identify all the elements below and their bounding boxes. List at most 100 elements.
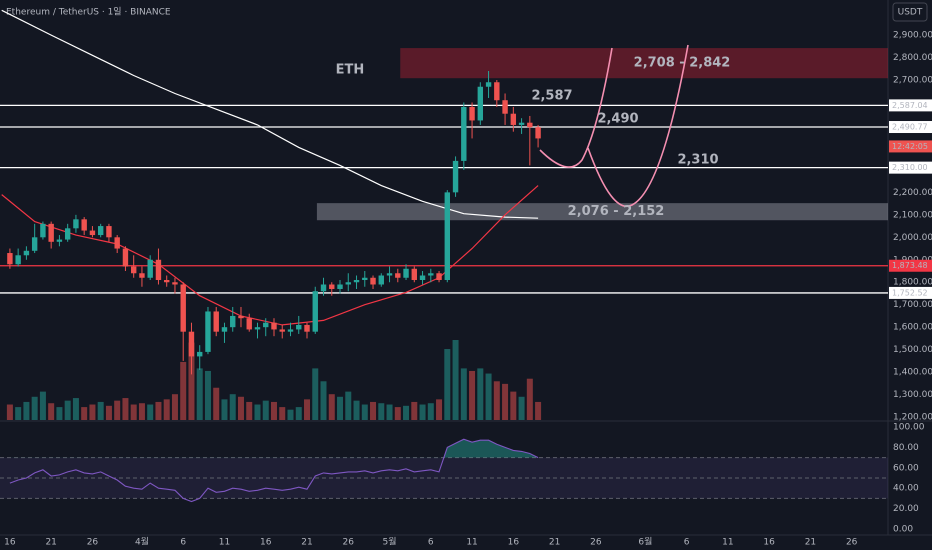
y-tick-label: 0.00 xyxy=(893,525,913,535)
volume-bar xyxy=(510,391,517,420)
volume-bar xyxy=(270,401,277,420)
currency-label[interactable]: USDT xyxy=(898,8,923,18)
candle-body xyxy=(320,284,327,292)
candle-body xyxy=(48,223,54,242)
x-tick-label: 26 xyxy=(590,538,602,548)
rsi-overbought-fill xyxy=(443,439,539,458)
volume-bar xyxy=(427,403,434,420)
y-tick-label: 1,600.00 xyxy=(893,323,932,333)
volume-bar xyxy=(287,409,294,420)
x-tick-label: 6 xyxy=(684,538,690,548)
volume-bar xyxy=(394,407,401,420)
volume-bar xyxy=(213,387,220,420)
x-tick-label: 5월 xyxy=(383,536,397,548)
volume-bar xyxy=(403,405,410,420)
candle-body xyxy=(188,331,195,357)
level-price-label: 2,310.00 xyxy=(892,163,928,172)
y-tick-label: 1,500.00 xyxy=(893,345,932,355)
volume-bar xyxy=(328,394,335,420)
candle-body xyxy=(122,248,129,267)
candle-body xyxy=(502,100,508,114)
y-tick-label: 2,100.00 xyxy=(893,210,932,220)
candle-body xyxy=(81,219,87,231)
volume-bar xyxy=(229,394,236,420)
candle-body xyxy=(329,284,335,289)
candle-body xyxy=(485,82,492,87)
volume-bar xyxy=(518,396,525,420)
volume-bar xyxy=(469,370,476,420)
candle-body xyxy=(444,192,451,280)
candle-body xyxy=(89,230,96,236)
volume-bar xyxy=(72,398,79,420)
volume-bar xyxy=(477,368,484,420)
volume-bar xyxy=(155,401,162,420)
y-tick-label: 2,200.00 xyxy=(893,188,932,198)
chart-title: Ethereum / TetherUS · 1일 · BINANCE xyxy=(6,7,171,18)
rsi-line xyxy=(9,438,539,503)
volume-bar xyxy=(460,368,467,420)
candle-body xyxy=(436,273,442,280)
candle-body xyxy=(246,318,252,330)
volume-bar xyxy=(114,400,121,420)
price-pane: 2,900.002,800.002,700.002,400.002,200.00… xyxy=(0,9,932,423)
moving-average xyxy=(1,9,539,219)
currency-button[interactable] xyxy=(892,2,928,22)
y-tick-label: 2,800.00 xyxy=(893,53,932,63)
volume-bar xyxy=(39,391,46,420)
candle-body xyxy=(64,228,71,240)
candle-body xyxy=(40,223,46,238)
volume-bar xyxy=(312,368,319,420)
y-tick-label: 40.00 xyxy=(893,484,919,494)
candle-body xyxy=(221,327,228,332)
volume-bar xyxy=(237,396,244,420)
volume-bar xyxy=(304,399,311,420)
volume-bar xyxy=(295,407,302,420)
candle-body xyxy=(56,239,63,242)
candle-body xyxy=(180,284,186,332)
x-tick-label: 21 xyxy=(805,538,816,548)
volume-bar xyxy=(23,401,30,420)
volume-bar xyxy=(436,399,443,420)
x-tick-label: 21 xyxy=(549,538,560,548)
volume-bar xyxy=(31,396,38,420)
candle-body xyxy=(395,273,401,278)
candle-body xyxy=(411,268,417,280)
candle-body xyxy=(172,282,178,285)
x-tick-label: 16 xyxy=(763,538,775,548)
volume-bar xyxy=(345,391,352,420)
candle-body xyxy=(510,113,517,125)
candle-body xyxy=(312,291,318,332)
volume-bar xyxy=(97,401,104,420)
volume-bar xyxy=(6,404,13,420)
rsi-pane: 100.00 80.00 60.00 40.00 20.00 0.00 xyxy=(0,422,925,535)
x-tick-label: 6 xyxy=(428,538,434,548)
candle-body xyxy=(271,322,277,330)
volume-bar xyxy=(204,370,211,420)
candle-body xyxy=(205,311,211,352)
volume-bar xyxy=(89,404,96,420)
candle-body xyxy=(345,282,351,285)
candle-body xyxy=(353,280,360,283)
volume-bar xyxy=(526,378,533,420)
volume-bar xyxy=(254,404,261,420)
y-tick-label: 1,700.00 xyxy=(893,300,932,310)
candle-body xyxy=(337,284,343,289)
volume-bar xyxy=(147,404,154,420)
volume-bar xyxy=(196,368,203,420)
volume-bar xyxy=(171,394,178,420)
level-price-box xyxy=(889,259,932,272)
candle-body xyxy=(139,273,145,278)
candle-body xyxy=(114,237,120,249)
y-tick-label: 1,400.00 xyxy=(893,368,932,378)
candle-body xyxy=(527,122,533,128)
candle-body xyxy=(213,311,219,332)
level-price-label: 1,873.48 xyxy=(892,261,928,270)
volume-bar xyxy=(535,401,542,420)
y-tick-label: 2,700.00 xyxy=(893,76,932,86)
x-tick-label: 16 xyxy=(260,538,272,548)
volume-bar xyxy=(378,403,385,420)
y-tick-label: 60.00 xyxy=(893,463,919,473)
candle-body xyxy=(304,324,310,332)
candle-body xyxy=(31,237,38,251)
